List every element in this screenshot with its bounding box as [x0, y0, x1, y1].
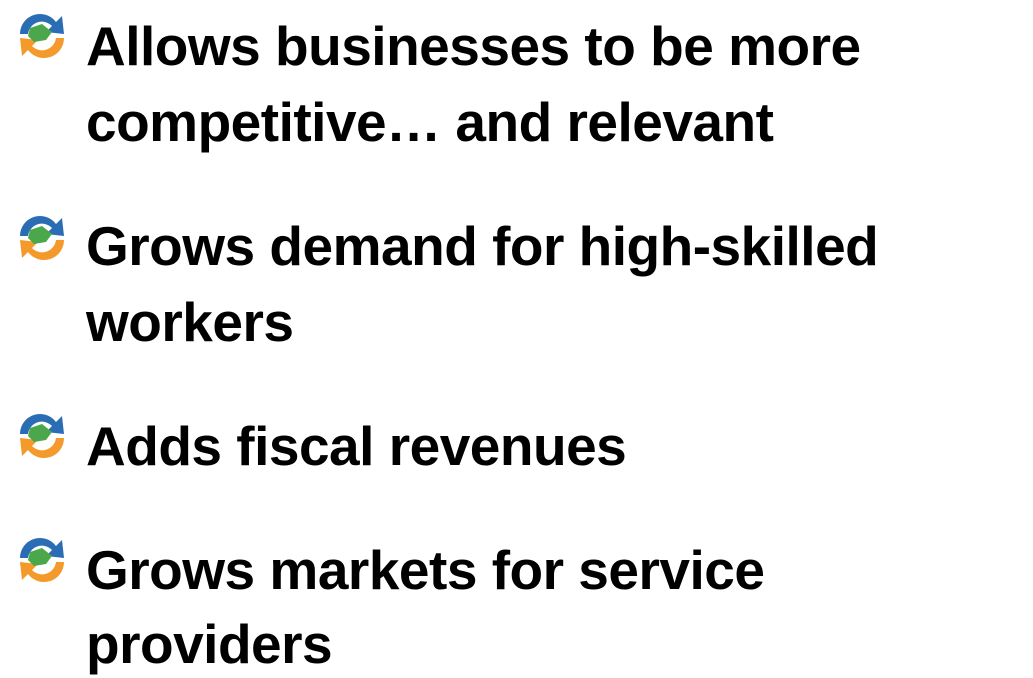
bullet-text: providers [86, 613, 333, 675]
bullet-icon [20, 538, 64, 582]
bullet-text: Adds fiscal revenues [86, 415, 627, 477]
bullet-icon [20, 216, 64, 260]
bullet-text: Grows demand for high-skilled [86, 215, 879, 277]
bullet-text: Allows businesses to be more [86, 15, 861, 77]
bullet-text: Grows markets for service [86, 539, 765, 601]
bullet-text: workers [86, 291, 294, 353]
bullet-icon [20, 414, 64, 458]
bullet-text: competitive… and relevant [86, 91, 774, 153]
bullet-icon [20, 13, 64, 59]
